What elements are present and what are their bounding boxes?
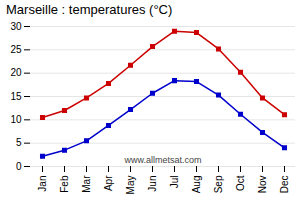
svg-text:20: 20 [10, 67, 22, 78]
svg-text:Feb: Feb [59, 175, 70, 193]
svg-text:Nov: Nov [257, 176, 268, 194]
svg-text:Sep: Sep [213, 175, 224, 193]
svg-text:10: 10 [10, 114, 22, 125]
svg-text:30: 30 [10, 21, 22, 32]
svg-text:May: May [125, 176, 136, 195]
svg-text:Aug: Aug [191, 176, 202, 194]
svg-text:Jun: Jun [147, 176, 158, 192]
svg-text:Dec: Dec [279, 176, 290, 194]
svg-text:Oct: Oct [235, 175, 246, 191]
svg-text:15: 15 [10, 91, 22, 102]
html-text:Marseille : temperatures (°C): Marseille : temperatures (°C) [6, 2, 173, 17]
svg-text:0: 0 [16, 161, 22, 172]
svg-text:5: 5 [16, 137, 22, 148]
svg-text:Jul: Jul [169, 176, 180, 189]
svg-text:25: 25 [10, 44, 22, 55]
svg-text:www.allmetsat.com: www.allmetsat.com [123, 155, 201, 165]
svg-text:Mar: Mar [81, 175, 92, 193]
svg-text:Jan: Jan [37, 176, 48, 192]
svg-text:Apr: Apr [103, 175, 114, 191]
